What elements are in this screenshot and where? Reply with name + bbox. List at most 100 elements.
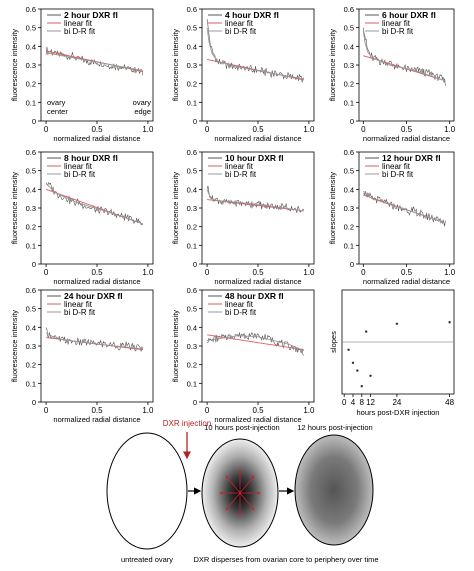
chart-panel: 0 0.5 1.0 0 0.1 0.2 0.3 0.4 0.5 0.6 normalized rad… (171, 5, 315, 143)
legend-label: bi D-R fit (225, 27, 257, 36)
y-tick-label: 0.3 (26, 342, 36, 351)
y-tick-label: 0.4 (26, 185, 36, 194)
x-tick-label: 48 (445, 398, 454, 407)
x-tick-label: 1.0 (142, 406, 154, 415)
y-tick-label: 0.6 (187, 286, 197, 295)
y-tick-label: 0.3 (26, 61, 36, 70)
y-tick-label: 0.3 (344, 61, 354, 70)
dispersion-arrow (225, 492, 241, 511)
bidr-fit-line (363, 190, 446, 224)
slope-point (364, 330, 368, 333)
schematic-caption: DXR disperses from ovarian core to perip… (193, 555, 378, 564)
legend-label: 10 hour DXR fl (225, 153, 284, 163)
x-axis-label: hours post-DXR injection (357, 408, 440, 417)
x-tick-label: 24 (392, 398, 401, 407)
x-axis-label: normalized radial distance (363, 134, 450, 143)
y-axis-label: fluorescence intensity (10, 310, 19, 382)
y-tick-label: 0 (32, 398, 36, 407)
twelve-hour-label: 12 hours post-injection (297, 423, 372, 432)
x-tick-label: 8 (360, 398, 365, 407)
slope-point (347, 348, 350, 351)
y-tick-label: 0.6 (187, 5, 197, 14)
x-tick-label: 1.0 (303, 406, 315, 415)
slope-point (356, 369, 359, 372)
y-tick-label: 0.2 (187, 223, 197, 232)
x-axis-label: normalized radial distance (214, 277, 301, 286)
untreated-ovary (106, 432, 188, 550)
schematic: untreated ovary DXR injection 10 hours p… (106, 419, 379, 564)
bidr-fit-line (207, 335, 304, 352)
data-series-line (45, 181, 144, 226)
legend-label: linear fit (225, 162, 254, 171)
x-tick-label: 0.5 (252, 268, 264, 277)
y-axis-label: fluorescence intensity (328, 29, 337, 101)
y-tick-label: 0.1 (26, 379, 36, 388)
annotation-ovary-edge: ovary (133, 98, 152, 107)
x-axis-label: normalized radial distance (363, 277, 450, 286)
x-tick-label: 0 (44, 268, 49, 277)
legend-label: bi D-R fit (382, 27, 414, 36)
legend-label: bi D-R fit (225, 170, 257, 179)
linear-fit-line (45, 50, 143, 72)
slope-point (351, 361, 355, 364)
legend-label: linear fit (64, 162, 93, 171)
y-tick-label: 0 (350, 117, 354, 126)
y-tick-label: 0.5 (26, 305, 36, 314)
chart-panel: 0 0.5 1.0 0 0.1 0.2 0.3 0.4 0.5 0.6 normalized rad… (10, 5, 154, 143)
y-axis-label: fluorescence intensity (171, 29, 180, 101)
x-tick-label: 1.0 (444, 125, 456, 134)
x-tick-label: 0.5 (91, 406, 103, 415)
y-axis-label: fluorescence intensity (171, 172, 180, 244)
legend-label: 8 hour DXR fl (64, 153, 118, 163)
linear-fit-line (207, 334, 304, 351)
x-tick-label: 0 (342, 398, 347, 407)
y-tick-label: 0.1 (187, 98, 197, 107)
y-tick-label: 0 (32, 117, 36, 126)
plot-frame (201, 289, 315, 403)
y-tick-label: 0.6 (26, 148, 36, 157)
legend-label: linear fit (225, 19, 254, 28)
bidr-fit-line (46, 52, 143, 72)
legend-label: linear fit (64, 19, 93, 28)
x-tick-label: 1.0 (444, 268, 456, 277)
legend-label: bi D-R fit (64, 27, 96, 36)
x-tick-label: 0.5 (401, 268, 413, 277)
plot-frame (40, 289, 154, 403)
y-tick-label: 0 (193, 398, 197, 407)
y-tick-label: 0.3 (187, 61, 197, 70)
plot-frame (40, 151, 154, 265)
y-tick-label: 0.5 (187, 305, 197, 314)
chart-panel: 0 0.5 1.0 0 0.1 0.2 0.3 0.4 0.5 0.6 normalized rad… (10, 148, 154, 286)
y-tick-label: 0 (193, 117, 197, 126)
x-tick-label: 0 (205, 125, 210, 134)
y-tick-label: 0.3 (344, 204, 354, 213)
y-tick-label: 0.5 (187, 24, 197, 33)
dxr-injection-label: DXR injection (163, 419, 211, 428)
y-tick-label: 0.6 (344, 148, 354, 157)
x-tick-label: 0 (205, 406, 210, 415)
y-tick-label: 0.5 (344, 167, 354, 176)
y-tick-label: 0.4 (26, 323, 36, 332)
data-series-line (363, 27, 446, 86)
chart-panel: 0 0.5 1.0 0 0.1 0.2 0.3 0.4 0.5 0.6 normalized rad… (171, 286, 315, 424)
x-tick-label: 1.0 (142, 125, 154, 134)
y-tick-label: 0.6 (344, 5, 354, 14)
y-tick-label: 0.4 (187, 185, 197, 194)
x-tick-label: 1.0 (303, 125, 315, 134)
legend-label: bi D-R fit (382, 170, 414, 179)
x-tick-label: 4 (351, 398, 356, 407)
chart-panel: 0 0.5 1.0 0 0.1 0.2 0.3 0.4 0.5 0.6 normalized rad… (328, 148, 456, 286)
legend-label: 4 hour DXR fl (225, 10, 279, 20)
x-axis-label: normalized radial distance (53, 277, 140, 286)
chart-panel: 0 0.5 1.0 0 0.1 0.2 0.3 0.4 0.5 0.6 normalized rad… (10, 286, 154, 424)
x-tick-label: 12 (366, 398, 375, 407)
y-tick-label: 0.1 (187, 241, 197, 250)
x-tick-label: 0 (44, 125, 49, 134)
plot-frame (201, 8, 315, 122)
x-tick-label: 0.5 (91, 268, 103, 277)
slope-point (448, 321, 451, 324)
y-tick-label: 0.4 (187, 42, 197, 51)
data-series-line (206, 331, 304, 356)
y-tick-label: 0.4 (26, 42, 36, 51)
